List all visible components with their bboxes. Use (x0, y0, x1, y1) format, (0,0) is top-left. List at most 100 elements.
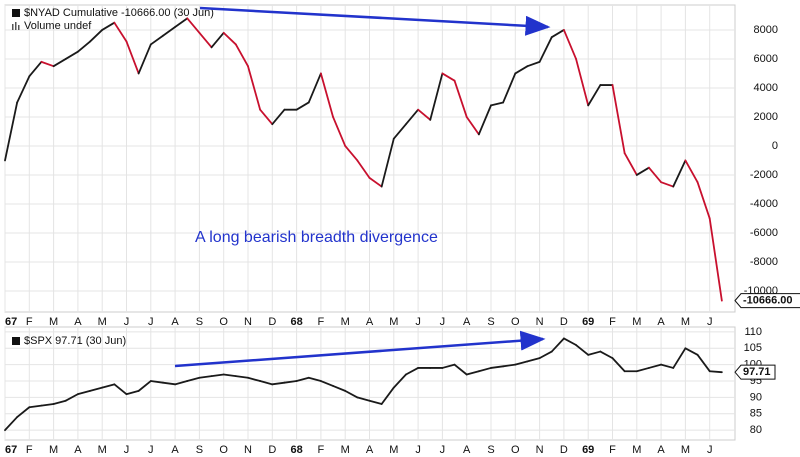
line-segment (526, 60, 541, 68)
x-tick-label: O (219, 444, 228, 456)
legend-swatch (12, 337, 20, 345)
line-segment (295, 376, 310, 382)
line-segment (64, 50, 79, 60)
y-tick-label: 8000 (754, 24, 778, 36)
line-segment (137, 380, 152, 392)
line-segment (89, 386, 104, 392)
line-segment (514, 65, 529, 75)
x-tick-label: A (366, 316, 374, 328)
x-tick-label: F (609, 444, 616, 456)
line-segment (563, 337, 577, 346)
line-segment (162, 26, 177, 37)
line-segment (307, 376, 322, 382)
line-segment (198, 375, 213, 379)
line-segment (477, 104, 492, 136)
x-tick-label: A (171, 316, 179, 328)
x-tick-label: S (487, 316, 494, 328)
x-tick-label: A (463, 444, 471, 456)
legend-swatch (12, 9, 20, 17)
x-tick-label: A (657, 444, 665, 456)
line-segment (477, 367, 492, 373)
line-segment (441, 72, 456, 82)
arrow (174, 330, 546, 368)
line-segment (599, 350, 614, 360)
x-tick-label: O (511, 444, 520, 456)
line-segment (125, 40, 140, 75)
x-tick-label: F (609, 316, 616, 328)
x-tick-label: M (341, 444, 350, 456)
x-tick-label: J (707, 316, 713, 328)
last-value-box (734, 293, 800, 309)
x-tick-label: D (268, 316, 276, 328)
x-tick-label: A (463, 316, 471, 328)
x-tick-label: 69 (582, 316, 594, 328)
x-tick-label: M (341, 316, 350, 328)
line-segment (186, 17, 201, 34)
x-tick-label: D (560, 316, 568, 328)
line-segment (259, 108, 274, 126)
line-segment (162, 381, 177, 386)
line-segment (684, 159, 699, 184)
line-segment (283, 380, 298, 384)
line-segment (222, 31, 237, 46)
x-tick-label: J (440, 444, 446, 456)
y-tick-label: 2000 (754, 111, 778, 123)
line-segment (648, 363, 662, 369)
line-segment (635, 367, 650, 373)
line-segment (319, 380, 334, 387)
x-tick-label: J (415, 444, 421, 456)
x-tick-label: 69 (582, 444, 594, 456)
y-tick-label: 110 (744, 326, 762, 338)
x-tick-label: S (196, 444, 203, 456)
y-tick-label: 80 (750, 424, 762, 436)
line-segment (696, 181, 711, 220)
x-tick-label: J (707, 444, 713, 456)
line-segment (708, 370, 723, 374)
line-segment (356, 159, 371, 179)
x-tick-label: 68 (290, 316, 302, 328)
x-tick-label: M (98, 316, 107, 328)
line-segment (28, 404, 43, 409)
x-tick-label: A (171, 444, 179, 456)
line-segment (380, 137, 395, 188)
line-segment (490, 365, 505, 369)
line-segment (149, 34, 164, 46)
line-segment (405, 367, 420, 376)
line-segment (234, 375, 249, 379)
line-segment (344, 389, 359, 399)
x-tick-label: J (148, 316, 154, 328)
line-segment (234, 43, 249, 68)
line-segment (550, 29, 565, 39)
line-segment (368, 399, 383, 405)
x-tick-label: F (26, 444, 33, 456)
line-segment (4, 101, 19, 162)
line-segment (514, 360, 529, 366)
x-tick-label: N (244, 316, 252, 328)
line-segment (502, 72, 517, 104)
last-value-label: 97.71 (743, 366, 771, 378)
line-segment (16, 406, 31, 418)
x-tick-label: N (536, 316, 544, 328)
line-segment (77, 389, 91, 396)
line-segment (502, 363, 517, 368)
line-segment (563, 29, 577, 60)
arrow (199, 6, 551, 36)
x-tick-label: D (268, 444, 276, 456)
line-segment (113, 21, 128, 43)
line-segment (575, 58, 590, 107)
line-segment (332, 385, 347, 392)
line-segment (101, 21, 116, 31)
line-segment (429, 72, 444, 121)
line-segment (210, 31, 225, 49)
line-segment (538, 350, 553, 360)
line-segment (575, 344, 590, 356)
x-tick-label: O (511, 316, 520, 328)
line-segment (174, 17, 189, 28)
line-segment (40, 60, 55, 68)
line-segment (319, 72, 334, 118)
line-segment (635, 166, 650, 176)
x-tick-label: A (657, 316, 665, 328)
line-segment (392, 373, 407, 389)
line-segment (538, 36, 553, 63)
line-segment (648, 166, 662, 184)
